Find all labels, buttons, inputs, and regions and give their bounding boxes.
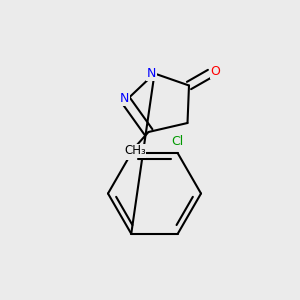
Text: Cl: Cl [172,135,184,148]
Text: O: O [211,65,220,79]
Text: N: N [147,67,156,80]
Text: N: N [127,147,136,160]
Text: N: N [120,92,129,106]
Text: CH₃: CH₃ [124,144,146,158]
